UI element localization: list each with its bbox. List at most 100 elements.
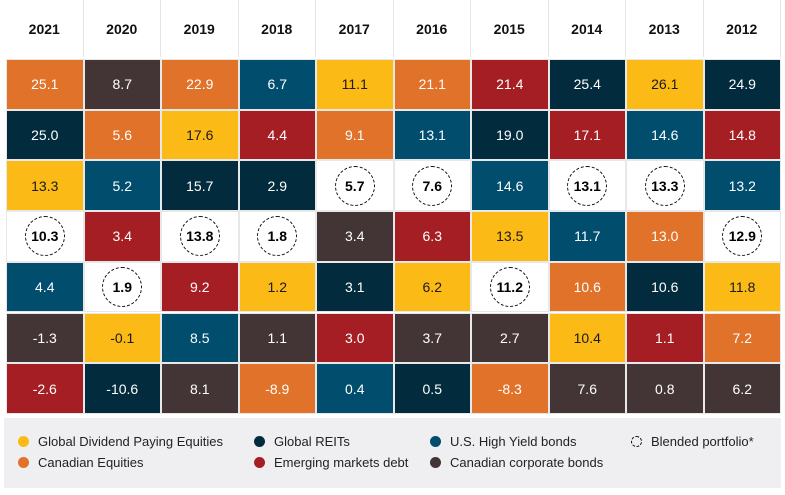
cell-u-s-high-yield-bonds: 14.6 [471, 160, 549, 212]
cell-emerging-markets-debt: 4.4 [238, 109, 316, 161]
cell-global-reits: 25.0 [6, 109, 84, 161]
legend-item: Global Dividend Paying Equities [18, 434, 223, 449]
cell-global-dividend-paying-equities: 13.5 [471, 211, 549, 262]
cell-emerging-markets-debt: 3.0 [316, 312, 394, 364]
blended-value: 1.8 [257, 216, 298, 257]
cell-blended-portfolio: 13.1 [548, 160, 626, 212]
legend-swatch-icon [254, 457, 265, 468]
legend: Global Dividend Paying Equities Global RE… [4, 418, 781, 488]
legend-label: U.S. High Yield bonds [450, 434, 577, 449]
cell-emerging-markets-debt: 1.1 [626, 312, 704, 364]
cell-global-dividend-paying-equities: 11.8 [703, 261, 781, 313]
cell-blended-portfolio: 10.3 [6, 211, 84, 262]
blended-value: 10.3 [24, 216, 65, 257]
cell-canadian-equities: -8.3 [471, 363, 549, 414]
cell-canadian-equities: 9.1 [316, 109, 394, 161]
legend-swatch-icon [631, 436, 642, 447]
cell-blended-portfolio: 13.3 [626, 160, 704, 212]
cell-canadian-corporate-bonds: 6.2 [703, 363, 781, 414]
cell-canadian-corporate-bonds: 8.1 [161, 363, 239, 414]
cell-global-reits: 0.5 [393, 363, 471, 414]
legend-item: U.S. High Yield bonds [430, 434, 576, 449]
cell-global-dividend-paying-equities: 13.3 [6, 160, 84, 212]
legend-item: Canadian Equities [18, 455, 144, 470]
blended-value: 5.7 [334, 165, 375, 206]
blended-value: 13.8 [179, 216, 220, 257]
cell-global-reits: 24.9 [703, 59, 781, 110]
legend-item: Blended portfolio* [631, 434, 754, 449]
cell-blended-portfolio: 1.8 [238, 211, 316, 262]
cell-global-reits: 3.1 [316, 261, 394, 313]
year-header: 2020 [84, 0, 161, 57]
cell-canadian-equities: 22.9 [161, 59, 239, 110]
legend-label: Global REITs [274, 434, 350, 449]
year-header: 2014 [549, 0, 626, 57]
cell-u-s-high-yield-bonds: 5.2 [83, 160, 161, 212]
cell-blended-portfolio: 5.7 [316, 160, 394, 212]
cell-blended-portfolio: 12.9 [703, 211, 781, 262]
year-header: 2012 [704, 0, 781, 57]
year-header: 2016 [394, 0, 471, 57]
legend-swatch-icon [18, 436, 29, 447]
cell-global-dividend-paying-equities: 10.4 [548, 312, 626, 364]
cell-u-s-high-yield-bonds: 11.7 [548, 211, 626, 262]
cell-blended-portfolio: 11.2 [471, 261, 549, 313]
cell-emerging-markets-debt: 17.1 [548, 109, 626, 161]
cell-global-reits: 10.6 [626, 261, 704, 313]
cell-emerging-markets-debt: 9.2 [161, 261, 239, 313]
year-header: 2013 [626, 0, 704, 57]
cell-emerging-markets-debt: 21.4 [471, 59, 549, 110]
cell-u-s-high-yield-bonds: 13.2 [703, 160, 781, 212]
cell-blended-portfolio: 7.6 [393, 160, 471, 212]
legend-swatch-icon [254, 436, 265, 447]
legend-item: Canadian corporate bonds [430, 455, 603, 470]
legend-label: Canadian corporate bonds [450, 455, 604, 470]
legend-label: Emerging markets debt [274, 455, 409, 470]
legend-swatch-icon [430, 436, 441, 447]
cell-canadian-corporate-bonds: 1.1 [238, 312, 316, 364]
cell-emerging-markets-debt: -2.6 [6, 363, 84, 414]
cell-global-reits: -10.6 [83, 363, 161, 414]
blended-value: 1.9 [102, 267, 143, 308]
cell-global-dividend-paying-equities: 17.6 [161, 109, 239, 161]
year-header: 2019 [161, 0, 239, 57]
year-header: 2017 [316, 0, 394, 57]
blended-value: 13.3 [644, 165, 685, 206]
blended-value: 11.2 [489, 267, 530, 308]
cell-canadian-corporate-bonds: 2.7 [471, 312, 549, 364]
cell-blended-portfolio: 1.9 [83, 261, 161, 313]
cell-emerging-markets-debt: 3.4 [83, 211, 161, 262]
cell-global-reits: 15.7 [161, 160, 239, 212]
blended-value: 13.1 [567, 165, 608, 206]
legend-item: Emerging markets debt [254, 455, 408, 470]
cell-canadian-equities: 5.6 [83, 109, 161, 161]
cell-global-dividend-paying-equities: 6.2 [393, 261, 471, 313]
legend-label: Canadian Equities [38, 455, 144, 470]
cell-canadian-equities: 21.1 [393, 59, 471, 110]
cell-canadian-corporate-bonds: 3.7 [393, 312, 471, 364]
cell-u-s-high-yield-bonds: 8.5 [161, 312, 239, 364]
cell-u-s-high-yield-bonds: 14.6 [626, 109, 704, 161]
cell-u-s-high-yield-bonds: 4.4 [6, 261, 84, 313]
cell-emerging-markets-debt: 14.8 [703, 109, 781, 161]
legend-label: Blended portfolio* [651, 434, 754, 449]
legend-swatch-icon [18, 457, 29, 468]
cell-u-s-high-yield-bonds: 13.1 [393, 109, 471, 161]
cell-canadian-corporate-bonds: 8.7 [83, 59, 161, 110]
legend-label: Global Dividend Paying Equities [38, 434, 223, 449]
blended-value: 7.6 [412, 165, 453, 206]
cell-canadian-corporate-bonds: -1.3 [6, 312, 84, 364]
year-header: 2015 [471, 0, 549, 57]
year-header: 2021 [6, 0, 84, 57]
cell-global-dividend-paying-equities: 11.1 [316, 59, 394, 110]
cell-canadian-equities: -8.9 [238, 363, 316, 414]
cell-global-dividend-paying-equities: 26.1 [626, 59, 704, 110]
cell-global-dividend-paying-equities: -0.1 [83, 312, 161, 364]
cell-emerging-markets-debt: 6.3 [393, 211, 471, 262]
legend-swatch-icon [430, 457, 441, 468]
cell-global-reits: 19.0 [471, 109, 549, 161]
year-header: 2018 [239, 0, 316, 57]
cell-canadian-corporate-bonds: 0.8 [626, 363, 704, 414]
cell-canadian-equities: 7.2 [703, 312, 781, 364]
